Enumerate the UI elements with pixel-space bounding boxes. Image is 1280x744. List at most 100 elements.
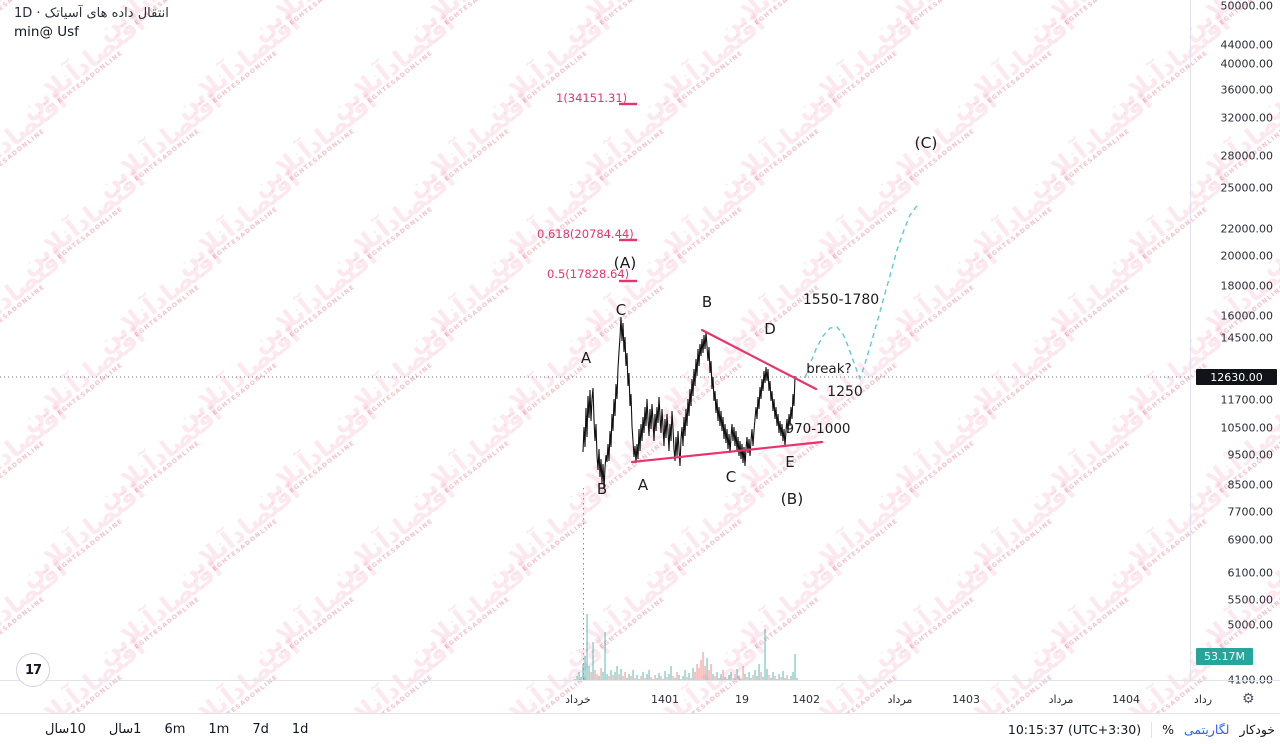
annotation-C[interactable]: C xyxy=(726,468,736,486)
price-tick: 22000.00 xyxy=(1220,222,1274,236)
volume-bar xyxy=(716,672,718,680)
volume-bar xyxy=(588,666,590,680)
volume-bar xyxy=(676,672,678,680)
range-button-7d[interactable]: 7d xyxy=(252,722,269,737)
volume-bar xyxy=(630,676,632,680)
time-tick: 1401 xyxy=(651,693,679,706)
clock-label[interactable]: 10:15:37 (UTC+3:30) xyxy=(1007,722,1142,737)
percent-scale-button[interactable]: % xyxy=(1162,722,1174,737)
price-axis[interactable]: 50000.00 44000.00 40000.00 36000.00 32000.00… xyxy=(1190,0,1280,687)
volume-bar xyxy=(746,677,748,680)
price-tick: 7700.00 xyxy=(1227,505,1274,519)
volume-bar xyxy=(694,672,696,680)
symbol-title[interactable]: انتقال داده های آسیاتک · 1D xyxy=(14,6,169,21)
volume-bar xyxy=(730,672,732,680)
annotation-D[interactable]: D xyxy=(764,320,776,338)
annotation-B[interactable]: B xyxy=(702,293,712,311)
fib-level-label[interactable]: 0.5(17828.64) xyxy=(547,267,629,281)
volume-bar xyxy=(742,666,744,680)
volume-bar xyxy=(664,671,666,680)
fib-level-label[interactable]: 0.618(20784.44) xyxy=(537,227,634,241)
tradingview-logo[interactable]: 17 xyxy=(16,653,50,687)
volume-bar xyxy=(598,676,600,680)
volume-bar xyxy=(748,672,750,680)
fib-level-dash[interactable] xyxy=(619,279,637,283)
volume-bar xyxy=(642,672,644,680)
toolbar-right-group: 10:15:37 (UTC+3:30) % لگاریتمی خودکار xyxy=(1008,714,1275,744)
volume-bar xyxy=(794,654,796,680)
volume-bar xyxy=(580,677,582,680)
annotation-970-1000[interactable]: 970-1000 xyxy=(786,421,851,437)
auto-scale-button[interactable]: خودکار xyxy=(1239,722,1275,737)
time-tick: 1402 xyxy=(792,693,820,706)
annotation-1250[interactable]: 1250 xyxy=(827,384,863,400)
range-button-1d[interactable]: 1d xyxy=(291,722,309,737)
price-tick: 16000.00 xyxy=(1220,309,1274,323)
time-axis[interactable]: خرداد 1401 19 1402 مرداد 1403 مرداد 1404 رداد ⚙ xyxy=(0,680,1280,714)
volume-bar xyxy=(778,674,780,680)
fib-level-dash[interactable] xyxy=(619,238,637,242)
trendline-upper-descending[interactable] xyxy=(700,328,818,391)
volume-bar xyxy=(576,676,578,680)
volume-bar xyxy=(614,672,616,680)
price-tick: 6900.00 xyxy=(1227,533,1274,547)
volume-bar xyxy=(672,676,674,680)
volume-bar xyxy=(720,674,722,680)
price-tick: 5500.00 xyxy=(1227,593,1274,607)
volume-bar xyxy=(660,676,662,680)
volume-bar xyxy=(622,676,624,680)
log-scale-button[interactable]: لگاریتمی xyxy=(1184,722,1230,737)
volume-bar xyxy=(726,679,728,680)
volume-bar xyxy=(718,678,720,680)
gear-icon[interactable]: ⚙ xyxy=(1242,691,1255,707)
volume-bar xyxy=(620,669,622,680)
volume-bar xyxy=(710,664,712,680)
volume-bar xyxy=(752,675,754,680)
volume-bar xyxy=(592,642,594,680)
range-button-1m[interactable]: 1m xyxy=(208,722,230,737)
volume-bar xyxy=(612,675,614,680)
volume-bar xyxy=(586,614,588,680)
volume-bar xyxy=(700,660,702,680)
annotation-1550-1780[interactable]: 1550-1780 xyxy=(803,292,879,308)
annotation-C[interactable]: (C) xyxy=(915,134,938,152)
annotation-break?[interactable]: break? xyxy=(806,361,851,377)
volume-bar xyxy=(738,676,740,680)
price-tick: 40000.00 xyxy=(1220,57,1274,71)
volume-bar xyxy=(696,664,698,680)
annotation-A[interactable]: A xyxy=(638,476,649,494)
volume-bar xyxy=(584,656,586,680)
volume-bar xyxy=(784,678,786,680)
range-button-6m[interactable]: 6m xyxy=(164,722,186,737)
trendline-lower-ascending[interactable] xyxy=(630,440,824,464)
toolbar-divider xyxy=(1151,721,1153,738)
price-chart-canvas[interactable]: 1(34151.31) 0.618(20784.44) 0.5(17828.64) A… xyxy=(0,0,1190,680)
volume-bar xyxy=(638,679,640,680)
range-button-1سال[interactable]: 1سال xyxy=(108,722,142,737)
volume-bar xyxy=(616,666,618,680)
price-tick: 32000.00 xyxy=(1220,111,1274,125)
volume-bar xyxy=(674,678,676,680)
price-tick: 25000.00 xyxy=(1220,181,1274,195)
time-tick: مرداد xyxy=(1048,693,1074,706)
annotation-C[interactable]: C xyxy=(616,301,626,319)
annotation-A[interactable]: A xyxy=(581,349,592,367)
chart-header: انتقال داده های آسیاتک · 1D min@ Usf xyxy=(14,6,169,40)
annotation-E[interactable]: E xyxy=(785,453,794,471)
fib-level-label[interactable]: 1(34151.31) xyxy=(556,91,627,105)
time-tick: 1403 xyxy=(952,693,980,706)
projection-wave-path[interactable] xyxy=(804,203,921,380)
volume-bar xyxy=(640,676,642,680)
volume-bar xyxy=(652,679,654,680)
volume-bar xyxy=(602,672,604,680)
volume-bar xyxy=(624,672,626,680)
price-tick: 6100.00 xyxy=(1227,566,1274,580)
range-button-10سال[interactable]: 10سال xyxy=(45,722,86,737)
annotation-A[interactable]: (A) xyxy=(614,254,637,272)
annotation-B[interactable]: B xyxy=(597,480,607,498)
annotation-B[interactable]: (B) xyxy=(781,490,804,508)
volume-bar xyxy=(682,676,684,680)
volume-bar xyxy=(756,676,758,680)
volume-bar xyxy=(662,679,664,680)
fib-level-dash[interactable] xyxy=(619,102,637,106)
